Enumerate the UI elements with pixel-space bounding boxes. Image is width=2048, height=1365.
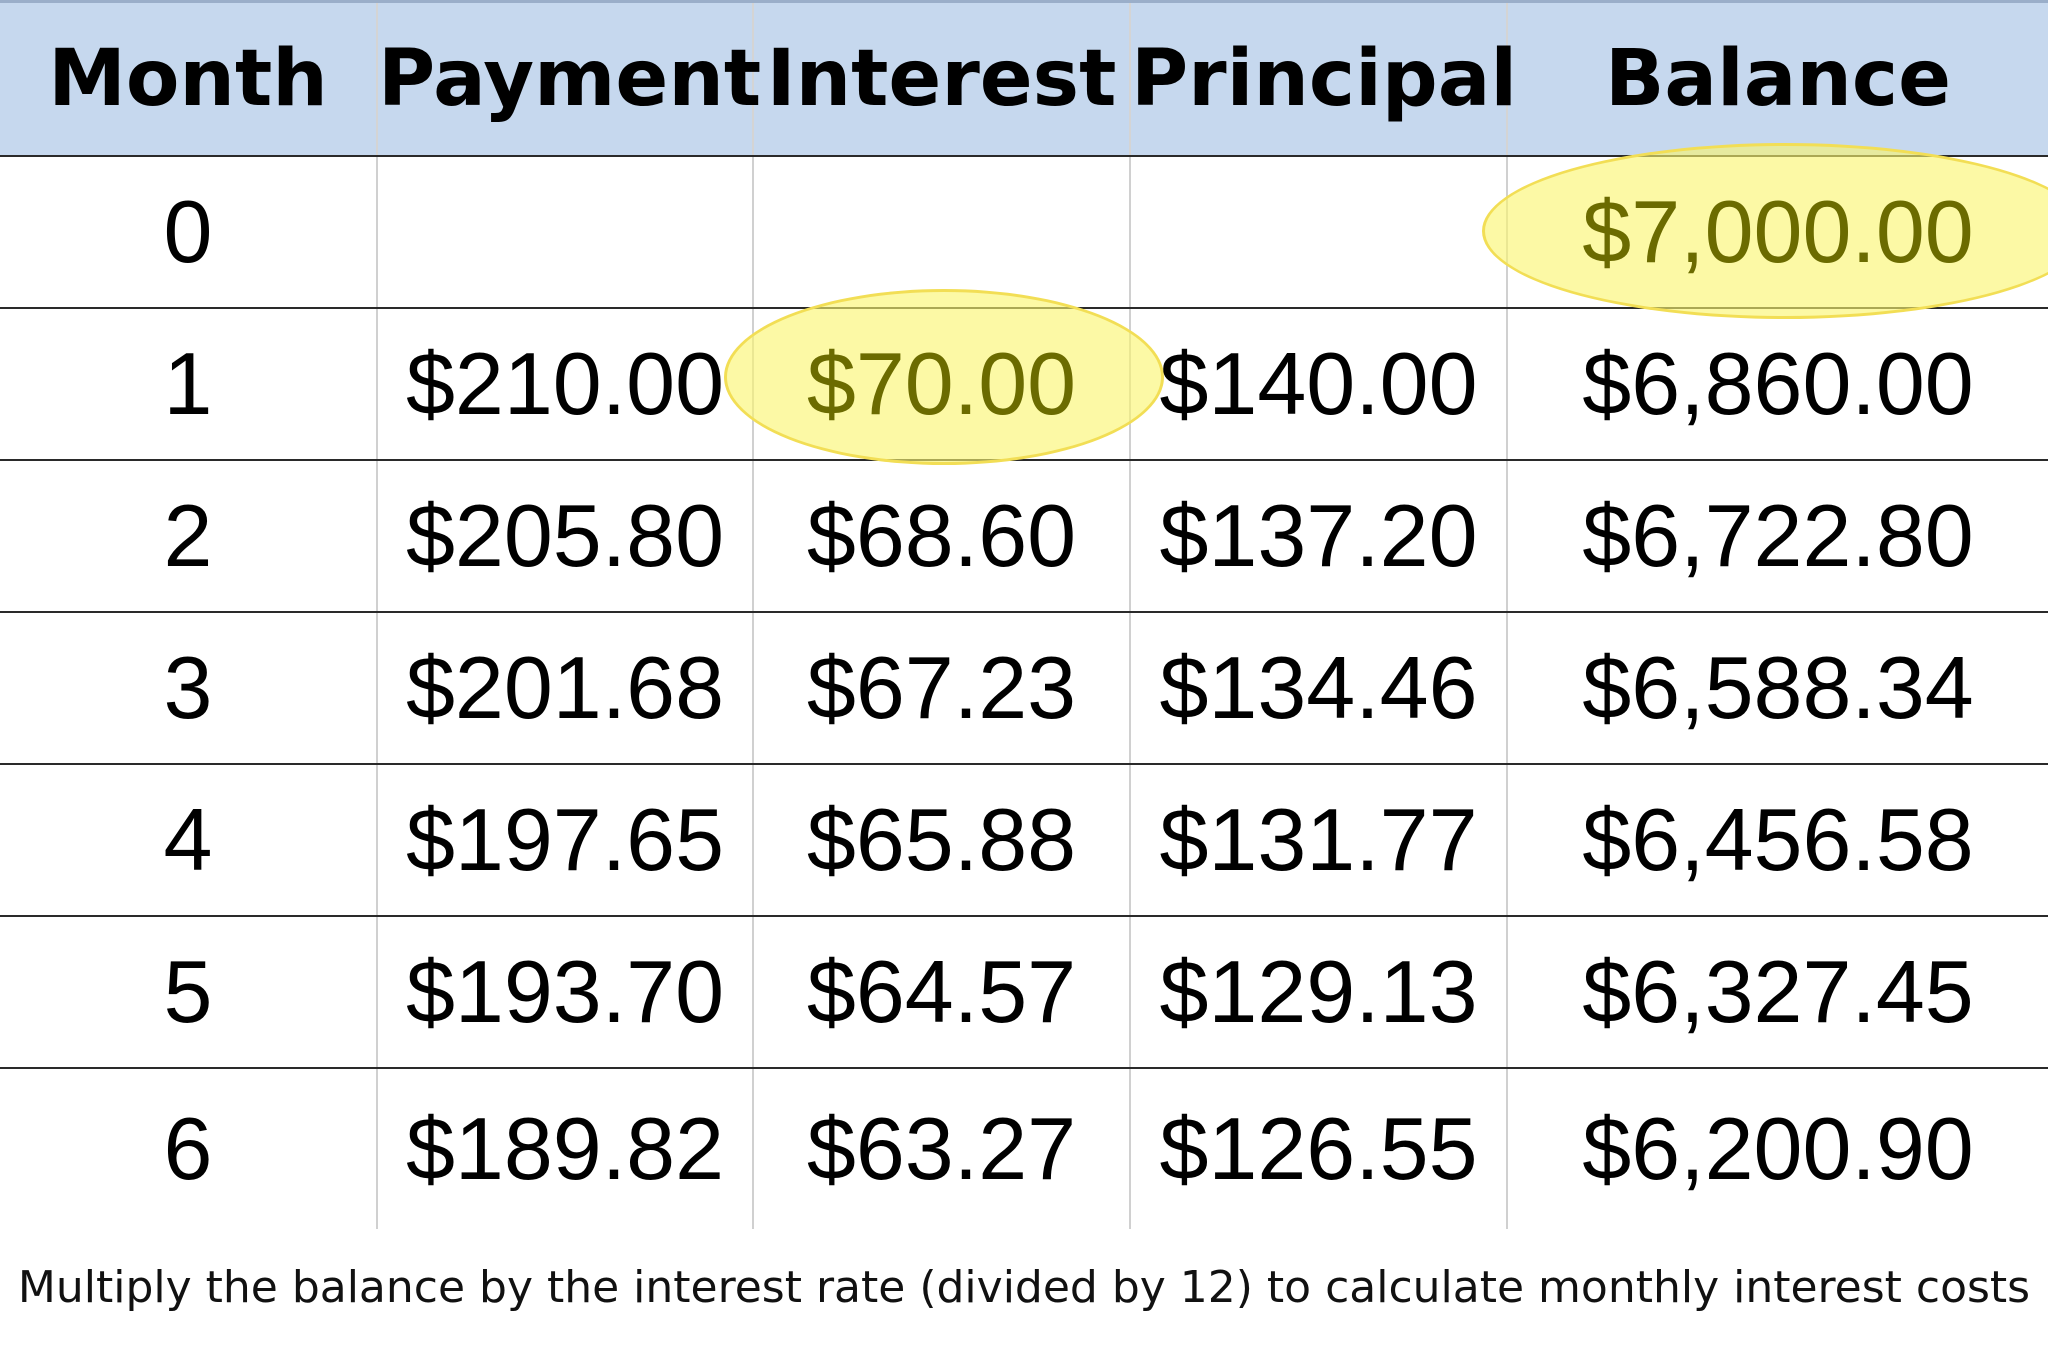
balance-cell: $6,327.45 (1506, 916, 2048, 1069)
payment-value: $205.80 (405, 486, 725, 585)
month-cell: 2 (0, 460, 377, 613)
balance-value: $6,327.45 (1582, 942, 1974, 1041)
balance-cell: $6,860.00 (1506, 308, 2048, 461)
interest-cell: $67.23 (752, 612, 1130, 765)
payment-cell: $201.68 (376, 612, 753, 765)
table-row: 6 $189.82 $63.27 $126.55 $6,200.90 (0, 1068, 2048, 1229)
month-value: 0 (163, 182, 213, 281)
balance-value: $6,588.34 (1582, 638, 1974, 737)
month-cell: 3 (0, 612, 377, 765)
payment-cell: $189.82 (376, 1068, 753, 1229)
payment-value: $189.82 (405, 1099, 725, 1198)
interest-value: $68.60 (806, 486, 1077, 585)
month-cell: 1 (0, 308, 377, 461)
payment-cell: $210.00 (376, 308, 753, 461)
balance-value-highlighted: $7,000.00 (1582, 182, 1974, 281)
payment-value: $197.65 (405, 790, 725, 889)
principal-cell: $134.46 (1129, 612, 1507, 765)
payment-cell (376, 156, 753, 309)
balance-cell: $6,456.58 (1506, 764, 2048, 917)
principal-cell: $126.55 (1129, 1068, 1507, 1229)
month-value: 3 (163, 638, 213, 737)
month-cell: 6 (0, 1068, 377, 1229)
principal-cell: $137.20 (1129, 460, 1507, 613)
column-header-payment: Payment (376, 0, 761, 157)
principal-cell: $131.77 (1129, 764, 1507, 917)
month-value: 5 (163, 942, 213, 1041)
balance-cell: $7,000.00 (1506, 156, 2048, 309)
table-row: 4 $197.65 $65.88 $131.77 $6,456.58 (0, 764, 2048, 917)
column-header-principal: Principal (1129, 0, 1517, 157)
table-row: 3 $201.68 $67.23 $134.46 $6,588.34 (0, 612, 2048, 765)
interest-cell: $70.00 (752, 308, 1130, 461)
amortization-table: Month Payment Interest Principal Balance… (0, 0, 2048, 1229)
column-header-interest: Interest (752, 0, 1130, 157)
principal-value: $134.46 (1159, 638, 1478, 737)
table-header-row: Month Payment Interest Principal Balance (0, 0, 2048, 157)
principal-value: $126.55 (1159, 1099, 1478, 1198)
month-cell: 0 (0, 156, 377, 309)
month-value: 2 (163, 486, 213, 585)
principal-cell (1129, 156, 1507, 309)
column-header-balance: Balance (1506, 0, 2048, 157)
payment-value: $201.68 (405, 638, 725, 737)
interest-cell: $64.57 (752, 916, 1130, 1069)
payment-cell: $205.80 (376, 460, 753, 613)
table-row: 0 $7,000.00 (0, 156, 2048, 309)
table-row: 2 $205.80 $68.60 $137.20 $6,722.80 (0, 460, 2048, 613)
principal-value: $131.77 (1159, 790, 1478, 889)
column-header-month: Month (0, 0, 377, 157)
interest-cell: $63.27 (752, 1068, 1130, 1229)
principal-cell: $140.00 (1129, 308, 1507, 461)
principal-value: $140.00 (1159, 334, 1478, 433)
interest-value: $67.23 (806, 638, 1077, 737)
balance-value: $6,860.00 (1582, 334, 1974, 433)
interest-value: $63.27 (806, 1099, 1077, 1198)
payment-value: $210.00 (405, 334, 725, 433)
interest-value: $64.57 (806, 942, 1077, 1041)
balance-value: $6,200.90 (1582, 1099, 1974, 1198)
caption-text: Multiply the balance by the interest rat… (17, 1262, 2031, 1313)
month-cell: 4 (0, 764, 377, 917)
principal-cell: $129.13 (1129, 916, 1507, 1069)
month-value: 4 (163, 790, 213, 889)
interest-cell: $65.88 (752, 764, 1130, 917)
balance-cell: $6,588.34 (1506, 612, 2048, 765)
interest-cell: $68.60 (752, 460, 1130, 613)
table-row: 5 $193.70 $64.57 $129.13 $6,327.45 (0, 916, 2048, 1069)
balance-value: $6,722.80 (1582, 486, 1974, 585)
interest-value: $65.88 (806, 790, 1077, 889)
payment-cell: $197.65 (376, 764, 753, 917)
principal-value: $137.20 (1159, 486, 1478, 585)
month-value: 1 (163, 334, 213, 433)
interest-cell (752, 156, 1130, 309)
payment-cell: $193.70 (376, 916, 753, 1069)
balance-cell: $6,200.90 (1506, 1068, 2048, 1229)
balance-value: $6,456.58 (1582, 790, 1974, 889)
balance-cell: $6,722.80 (1506, 460, 2048, 613)
table-row: 1 $210.00 $70.00 $140.00 $6,860.00 (0, 308, 2048, 461)
interest-value-highlighted: $70.00 (806, 334, 1077, 433)
principal-value: $129.13 (1159, 942, 1478, 1041)
amortization-table-container: Month Payment Interest Principal Balance… (0, 0, 2048, 1229)
month-cell: 5 (0, 916, 377, 1069)
payment-value: $193.70 (405, 942, 725, 1041)
month-value: 6 (163, 1099, 213, 1198)
